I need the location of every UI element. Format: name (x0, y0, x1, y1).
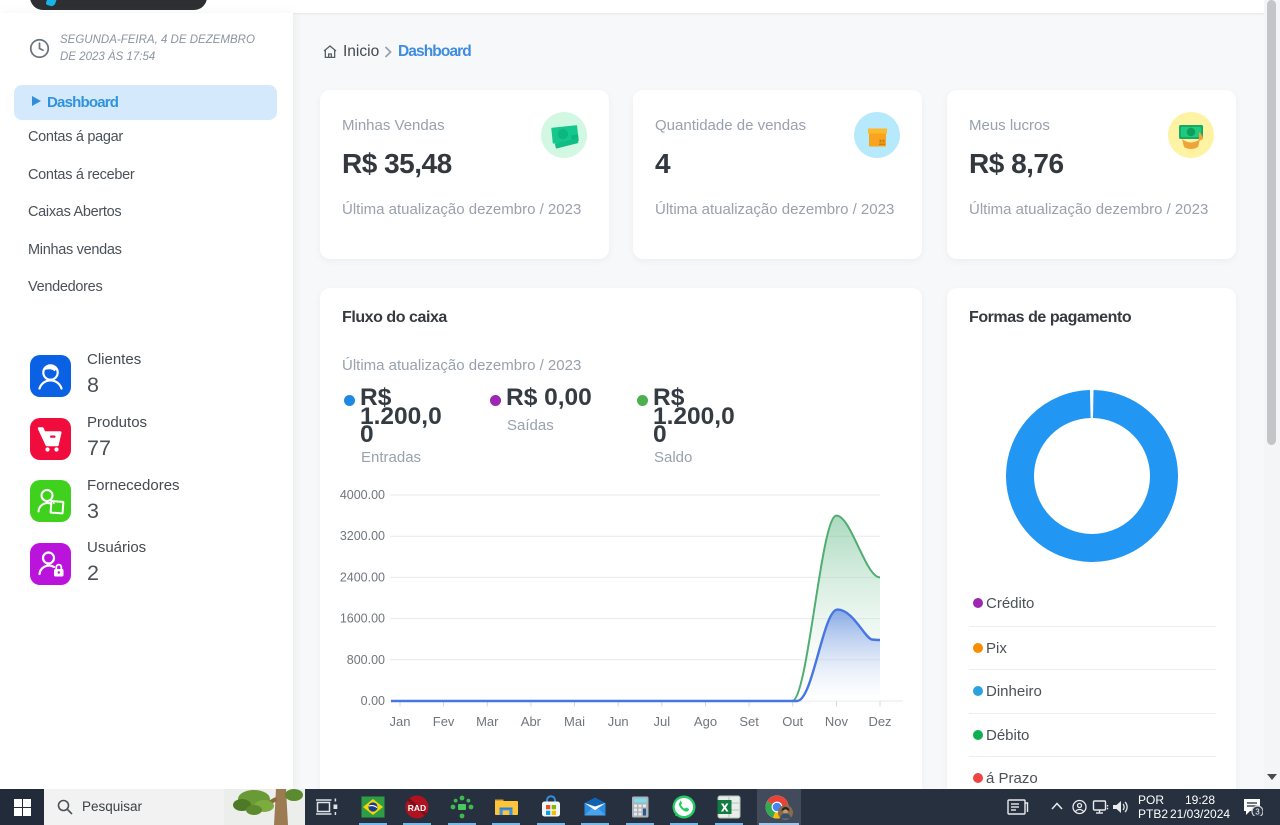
svg-text:Set: Set (739, 714, 759, 729)
svg-text:2400.00: 2400.00 (340, 570, 385, 584)
svg-text:Mai: Mai (564, 714, 585, 729)
svg-text:RAD: RAD (408, 803, 426, 813)
svg-text:Jan: Jan (390, 714, 411, 729)
svg-text:Jul: Jul (653, 714, 670, 729)
svg-text:3200.00: 3200.00 (340, 529, 385, 543)
svg-text:Out: Out (782, 714, 803, 729)
svg-text:Fev: Fev (433, 714, 455, 729)
svg-text:Dez: Dez (868, 714, 891, 729)
svg-text:Abr: Abr (521, 714, 542, 729)
svg-text:Jun: Jun (608, 714, 629, 729)
svg-text:Ago: Ago (694, 714, 717, 729)
svg-text:0.00: 0.00 (361, 694, 385, 708)
svg-text:3: 3 (1255, 808, 1260, 817)
svg-text:800.00: 800.00 (347, 653, 385, 667)
svg-text:Mar: Mar (476, 714, 499, 729)
svg-text:4000.00: 4000.00 (340, 488, 385, 502)
svg-text:Nov: Nov (825, 714, 849, 729)
svg-text:1600.00: 1600.00 (340, 612, 385, 626)
